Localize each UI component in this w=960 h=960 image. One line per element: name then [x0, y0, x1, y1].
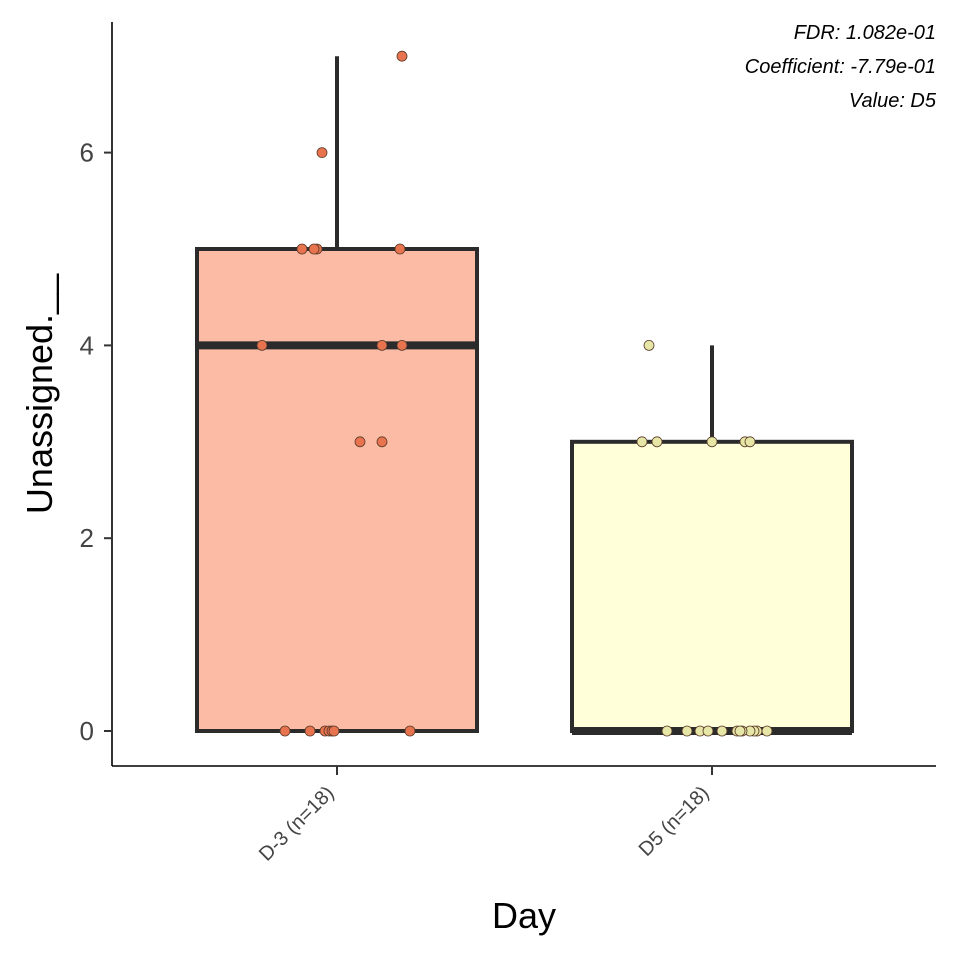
annotation-coefficient: Coefficient: -7.79e-01 [745, 56, 936, 78]
y-tick-label: 0 [80, 716, 94, 746]
data-point [702, 725, 714, 737]
box [195, 247, 479, 733]
data-point [394, 243, 406, 255]
data-point [651, 436, 663, 448]
data-point [376, 436, 388, 448]
y-axis-title: Unassigned.__ [19, 273, 60, 514]
data-point [308, 243, 320, 255]
x-tick-label: D5 (n=18) [635, 782, 714, 861]
data-point [681, 725, 693, 737]
data-point [396, 339, 408, 351]
data-point [316, 147, 328, 159]
points-layer [256, 50, 773, 737]
box [570, 439, 854, 733]
data-point [734, 725, 746, 737]
data-point [744, 436, 756, 448]
y-ticks: 0 2 4 6 [80, 138, 112, 746]
y-tick-label: 2 [80, 523, 94, 553]
data-point [304, 725, 316, 737]
boxes-layer [195, 56, 854, 735]
y-tick-label: 4 [80, 330, 94, 360]
data-point [328, 725, 340, 737]
x-tick-label: D-3 (n=18) [255, 782, 339, 866]
x-axis-title: Day [492, 895, 556, 936]
data-point [761, 725, 773, 737]
data-point [396, 50, 408, 62]
x-ticks: D-3 (n=18) D5 (n=18) [255, 766, 714, 866]
data-point [279, 725, 291, 737]
data-point [643, 339, 655, 351]
y-tick-label: 6 [80, 138, 94, 168]
data-point [404, 725, 416, 737]
data-point [256, 339, 268, 351]
data-point [706, 436, 718, 448]
data-point [661, 725, 673, 737]
data-point [716, 725, 728, 737]
data-point [636, 436, 648, 448]
data-point [354, 436, 366, 448]
annotation-fdr: FDR: 1.082e-01 [794, 22, 936, 44]
data-point [376, 339, 388, 351]
data-point [296, 243, 308, 255]
annotation-value: Value: D5 [849, 90, 937, 112]
